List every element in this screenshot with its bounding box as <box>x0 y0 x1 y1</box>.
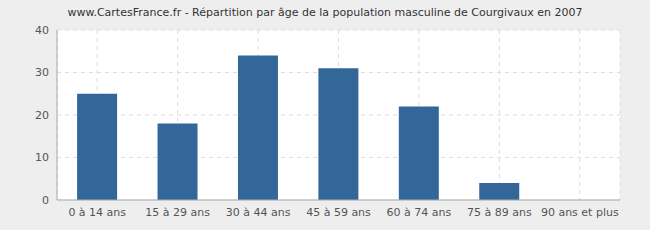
svg-text:0 à 14 ans: 0 à 14 ans <box>68 206 126 219</box>
svg-text:30 à 44 ans: 30 à 44 ans <box>226 206 291 219</box>
svg-text:30: 30 <box>35 66 49 79</box>
svg-text:40: 40 <box>35 24 49 37</box>
svg-text:15 à 29 ans: 15 à 29 ans <box>145 206 210 219</box>
svg-text:75 à 89 ans: 75 à 89 ans <box>467 206 532 219</box>
svg-text:20: 20 <box>35 109 49 122</box>
svg-text:90 ans et plus: 90 ans et plus <box>541 206 619 219</box>
svg-text:0: 0 <box>42 194 49 207</box>
svg-text:60 à 74 ans: 60 à 74 ans <box>387 206 452 219</box>
svg-text:45 à 59 ans: 45 à 59 ans <box>306 206 371 219</box>
html-text:www.CartesFrance.fr - Répartit: www.CartesFrance.fr - Répartition par âg… <box>67 6 583 19</box>
svg-text:10: 10 <box>35 151 49 164</box>
